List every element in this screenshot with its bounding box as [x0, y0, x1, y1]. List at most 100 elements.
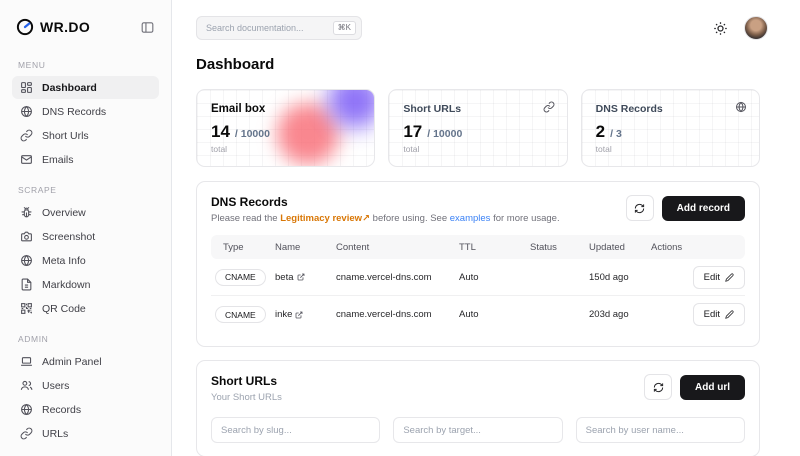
globe-icon	[20, 403, 33, 416]
stat-caption: total	[211, 144, 228, 154]
stat-value: 17	[403, 122, 423, 141]
brand-row: WR.DO	[12, 18, 159, 36]
edit-label: Edit	[703, 271, 720, 283]
table-header-row: Type Name Content TTL Status Updated Act…	[211, 235, 745, 259]
url-filters-row	[211, 417, 745, 443]
search-placeholder: Search documentation...	[206, 23, 304, 33]
sidebar-item-admin-panel[interactable]: Admin Panel	[12, 350, 159, 373]
short-urls-section: Short URLs Your Short URLs Add url	[196, 360, 760, 456]
sidebar-item-label: Markdown	[42, 278, 91, 291]
external-link-icon	[297, 273, 305, 281]
stat-limit: / 3	[610, 128, 622, 140]
refresh-icon	[634, 203, 645, 214]
record-content: cname.vercel-dns.com	[336, 271, 432, 283]
globe-icon	[20, 254, 33, 267]
table-row: CNAME beta cname.vercel-dns.com Auto 150…	[211, 259, 745, 296]
refresh-button[interactable]	[644, 374, 672, 400]
content: Dashboard Email box 14 / 10000 total	[172, 50, 800, 456]
record-name: inke	[275, 309, 293, 320]
stat-value: 2	[595, 122, 606, 141]
sidebar-item-label: Admin Panel	[42, 355, 102, 368]
record-type-badge: CNAME	[215, 268, 266, 286]
globe-icon	[735, 101, 747, 113]
sidebar-item-label: Overview	[42, 206, 86, 219]
search-input[interactable]: Search documentation... ⌘K	[196, 16, 362, 40]
brand-name: WR.DO	[40, 19, 91, 35]
qr-code-icon	[20, 302, 33, 315]
legitimacy-review-link[interactable]: Legitimacy review↗	[280, 213, 370, 224]
record-name: beta	[275, 271, 294, 283]
dns-table: Type Name Content TTL Status Updated Act…	[211, 235, 745, 333]
main-area: Search documentation... ⌘K Dashboard Ema…	[172, 0, 800, 456]
camera-icon	[20, 230, 33, 243]
desc-text: before using. See	[370, 213, 450, 224]
stat-caption: total	[403, 144, 420, 154]
users-icon	[20, 379, 33, 392]
add-record-button[interactable]: Add record	[661, 195, 745, 221]
topbar-right	[713, 16, 768, 40]
col-actions: Actions	[651, 241, 683, 253]
sidebar-item-urls[interactable]: URLs	[12, 422, 159, 445]
record-type-badge: CNAME	[215, 306, 266, 323]
sidebar-item-label: Meta Info	[42, 254, 86, 267]
short-urls-title: Short URLs	[211, 374, 277, 388]
record-updated: 203d ago	[589, 309, 629, 320]
sidebar-item-overview[interactable]: Overview	[12, 201, 159, 224]
stat-title: Short URLs	[403, 103, 462, 115]
sidebar-item-records[interactable]: Records	[12, 398, 159, 421]
sidebar-item-label: DNS Records	[42, 105, 107, 118]
short-urls-subtitle: Your Short URLs	[211, 392, 282, 403]
edit-button[interactable]: Edit	[692, 303, 745, 326]
edit-label: Edit	[703, 309, 720, 320]
col-ttl: TTL	[459, 241, 476, 253]
mail-icon	[20, 153, 33, 166]
sidebar-item-screenshot[interactable]: Screenshot	[12, 225, 159, 248]
sidebar-item-label: Users	[42, 379, 70, 392]
record-name-link[interactable]: inke	[275, 309, 336, 320]
dns-section-title: DNS Records	[211, 195, 288, 209]
sidebar-item-users[interactable]: Users	[12, 374, 159, 397]
search-by-target-input[interactable]	[393, 417, 563, 443]
stat-card-dns-records: DNS Records 2 / 3 total	[580, 89, 760, 167]
sidebar-group-admin: ADMIN	[18, 334, 49, 344]
pencil-icon	[725, 310, 734, 319]
stat-value: 14	[211, 122, 230, 141]
refresh-button[interactable]	[625, 195, 654, 221]
record-name-link[interactable]: beta	[275, 272, 336, 283]
stat-title: Email box	[211, 103, 266, 115]
sidebar-item-label: URLs	[42, 427, 69, 440]
link-icon	[543, 101, 555, 113]
stat-card-short-urls: Short URLs 17 / 10000 total	[388, 89, 568, 167]
sidebar-item-meta-info[interactable]: Meta Info	[12, 249, 159, 272]
sidebar-item-dns-records[interactable]: DNS Records	[12, 100, 159, 123]
col-content: Content	[336, 241, 370, 253]
examples-link[interactable]: examples	[449, 213, 491, 224]
sidebar-item-qr-code[interactable]: QR Code	[12, 297, 159, 320]
add-url-button[interactable]: Add url	[680, 374, 745, 400]
sidebar-item-short-urls[interactable]: Short Urls	[12, 124, 159, 147]
theme-toggle-sun-icon[interactable]	[713, 21, 728, 36]
gauge-logo-icon	[16, 18, 34, 36]
link-icon	[20, 129, 33, 142]
toggle-knob	[515, 279, 528, 292]
edit-button[interactable]: Edit	[692, 265, 745, 289]
sidebar-item-label: Screenshot	[42, 230, 96, 243]
search-by-user-name-input[interactable]	[575, 417, 745, 443]
sidebar-item-emails[interactable]: Emails	[12, 148, 159, 171]
toggle-knob	[515, 316, 528, 330]
stat-limit: / 10000	[234, 128, 270, 140]
laptop-icon	[20, 355, 33, 368]
sidebar-item-markdown[interactable]: Markdown	[12, 273, 159, 296]
link-text: Legitimacy review	[280, 213, 363, 224]
dns-records-section: DNS Records Please read the Legitimacy r…	[196, 181, 760, 347]
stats-row: Email box 14 / 10000 total Short URLs 17…	[196, 89, 760, 167]
topbar: Search documentation... ⌘K	[172, 0, 800, 50]
sidebar-collapse-icon[interactable]	[140, 20, 155, 35]
bug-icon	[20, 206, 33, 219]
sidebar-item-label: QR Code	[42, 302, 86, 315]
user-avatar[interactable]	[744, 16, 768, 40]
search-by-slug-input[interactable]	[211, 417, 381, 443]
sidebar-item-dashboard[interactable]: Dashboard	[12, 76, 159, 99]
desc-text: Please read the	[211, 213, 281, 224]
